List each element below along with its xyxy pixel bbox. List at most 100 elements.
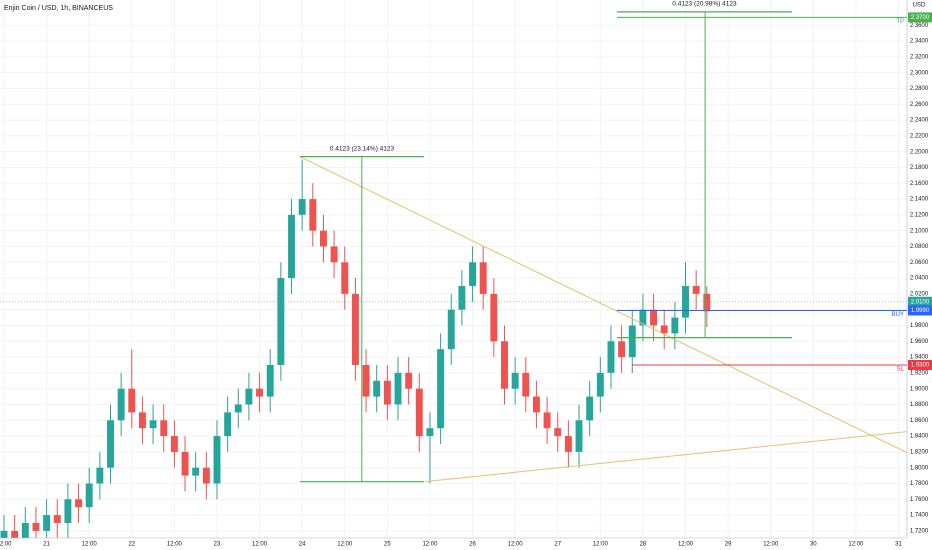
y-tick-label: 1.8000 — [910, 465, 929, 471]
candle-body — [117, 388, 125, 421]
x-tick-label: 12:00 — [82, 542, 98, 548]
candle-body — [21, 522, 29, 538]
measure-label: 0.4123 (20.98%) 4123 — [672, 1, 737, 8]
x-tick-label: 12:00 — [252, 542, 268, 548]
y-tick-label: 2.2200 — [910, 133, 929, 139]
candle-body — [330, 246, 338, 263]
candle-body — [458, 285, 466, 310]
candle-body — [405, 372, 413, 389]
x-tick-label: 24 — [299, 542, 306, 548]
candle-body — [75, 499, 83, 508]
plot-area — [0, 11, 907, 538]
y-tick-label: 2.2000 — [910, 149, 929, 155]
candle-body — [469, 262, 477, 286]
x-tick-label: 23 — [214, 542, 221, 548]
candle-body — [351, 293, 359, 365]
chart-title: Enjin Coin / USD, 1h, BINANCEUS — [4, 5, 113, 12]
candle-body — [341, 262, 349, 294]
candle-body — [447, 309, 455, 350]
candle-body — [543, 412, 551, 429]
y-tick-label: 1.9000 — [910, 386, 929, 392]
candle-body — [53, 515, 61, 523]
level-price-label: 1.9300 — [911, 363, 930, 369]
candle-body — [298, 199, 306, 215]
candle-body — [682, 285, 689, 318]
y-tick-label: 1.7600 — [910, 497, 929, 503]
candle-body — [277, 278, 285, 365]
x-tick-label: 22 — [128, 542, 135, 548]
candle-body — [373, 380, 381, 397]
y-tick-label: 2.1600 — [910, 181, 929, 187]
y-tick-label: 1.8400 — [910, 434, 929, 440]
candle-body — [692, 285, 700, 294]
candle-body — [394, 372, 402, 405]
candle-body — [43, 515, 51, 531]
candle-body — [660, 325, 668, 334]
y-tick-label: 2.3600 — [910, 23, 929, 29]
candle-body — [650, 309, 658, 326]
y-tick-label: 1.9400 — [910, 355, 929, 361]
y-tick-label: 2.2600 — [910, 102, 929, 108]
level-price-label: 1.9990 — [911, 308, 930, 314]
x-tick-label: 27 — [554, 542, 561, 548]
axes: 1.7200 1.7400 1.7600 1.7800 1.8000 1.8200 1.84… — [0, 12, 932, 548]
y-tick-label: 2.0400 — [910, 276, 929, 282]
y-tick-label: 1.9600 — [910, 339, 929, 345]
x-tick-label: 25 — [384, 542, 391, 548]
grid — [0, 0, 907, 538]
x-tick-label: 30 — [810, 542, 817, 548]
candle-body — [234, 404, 242, 413]
candle-body — [618, 341, 626, 358]
y-tick-label: 1.9200 — [910, 370, 929, 376]
candle-body — [266, 364, 274, 397]
y-tick-label: 2.0200 — [910, 291, 929, 297]
x-tick-label: 28 — [640, 542, 647, 548]
measure-label: 0.4123 (23.14%) 4123 — [330, 145, 395, 152]
candle-body — [213, 436, 221, 484]
candle-body — [437, 349, 445, 429]
last-price-box — [908, 296, 932, 307]
candle-body — [202, 467, 210, 484]
candle-body — [11, 530, 19, 538]
candle-body — [671, 317, 679, 334]
x-tick-label: 12:00 — [0, 542, 12, 548]
level-price-label: 2.3700 — [911, 15, 930, 21]
candle-body — [511, 372, 519, 389]
candle-body — [309, 199, 317, 231]
x-tick-label: 12:00 — [508, 542, 524, 548]
candle-body — [426, 428, 434, 437]
candle-body — [501, 341, 508, 389]
y-tick-label: 1.7800 — [910, 481, 929, 487]
candle-body — [319, 230, 327, 247]
candle-body — [522, 372, 530, 397]
candle-body — [85, 483, 93, 508]
y-tick-label: 2.2800 — [910, 86, 929, 92]
level-name: BUY — [892, 312, 904, 318]
y-tick-label: 2.3200 — [910, 54, 929, 60]
candle-body — [0, 530, 8, 538]
candle-body — [639, 309, 647, 326]
x-tick-label: 12:00 — [678, 542, 694, 548]
x-tick-label: 12:00 — [763, 542, 779, 548]
candle-body — [288, 214, 295, 279]
candle-body — [107, 420, 114, 468]
candle-body — [362, 364, 370, 397]
candle-body — [170, 436, 178, 452]
y-tick-label: 1.8200 — [910, 449, 929, 455]
trendline — [299, 156, 907, 454]
level-price-box — [908, 305, 932, 316]
candle-body — [64, 499, 72, 523]
x-tick-label: 12:00 — [167, 542, 183, 548]
candle-body — [245, 388, 253, 405]
axis-unit: USD — [913, 3, 926, 9]
x-tick-label: 31 — [895, 542, 902, 548]
level-name: TP — [896, 19, 904, 25]
candle-body — [96, 467, 104, 484]
y-tick-label: 1.8800 — [910, 402, 929, 408]
candle-body — [383, 380, 391, 405]
trendline — [424, 431, 907, 483]
y-tick-label: 1.7400 — [910, 513, 929, 519]
candle-body — [596, 372, 604, 397]
